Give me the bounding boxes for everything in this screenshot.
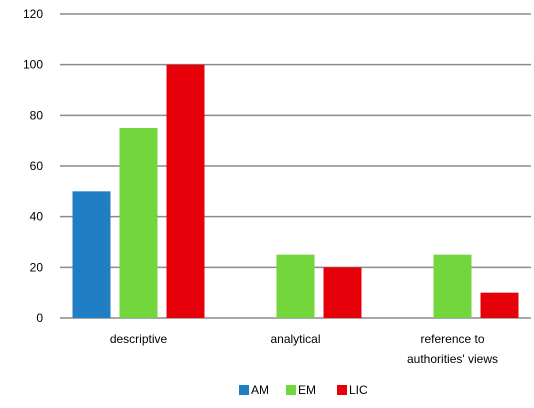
legend-label: EM (298, 383, 316, 397)
y-tick-label: 80 (30, 108, 44, 122)
legend-item-em: EM (286, 383, 316, 397)
bar-em-0 (119, 128, 158, 318)
x-tick-label: reference to (420, 332, 484, 346)
bar-am-0 (72, 191, 111, 318)
y-tick-label: 0 (36, 311, 43, 325)
bar-lic-0 (166, 64, 205, 319)
x-tick-label: analytical (270, 332, 320, 346)
bar-em-1 (276, 254, 315, 318)
y-tick-label: 120 (23, 7, 43, 21)
legend-label: LIC (349, 383, 368, 397)
bar-lic-1 (323, 267, 362, 318)
legend-swatch (239, 385, 249, 395)
x-tick-label: descriptive (110, 332, 168, 346)
x-axis-tick-labels: descriptive analytical reference to authori… (110, 332, 498, 366)
legend: AM EM LIC (239, 383, 368, 397)
y-tick-label: 100 (23, 58, 43, 72)
y-tick-label: 20 (30, 260, 44, 274)
legend-item-lic: LIC (337, 383, 368, 397)
x-tick-label: authorities' views (407, 352, 498, 366)
bars (72, 64, 519, 319)
legend-item-am: AM (239, 383, 269, 397)
y-tick-label: 60 (30, 159, 44, 173)
legend-swatch (337, 385, 347, 395)
legend-label: AM (251, 383, 269, 397)
legend-swatch (286, 385, 296, 395)
y-axis-tick-labels: 0 20 40 60 80 100 120 (23, 7, 43, 325)
bar-lic-2 (480, 292, 519, 318)
bar-em-2 (433, 254, 472, 318)
y-tick-label: 40 (30, 210, 44, 224)
